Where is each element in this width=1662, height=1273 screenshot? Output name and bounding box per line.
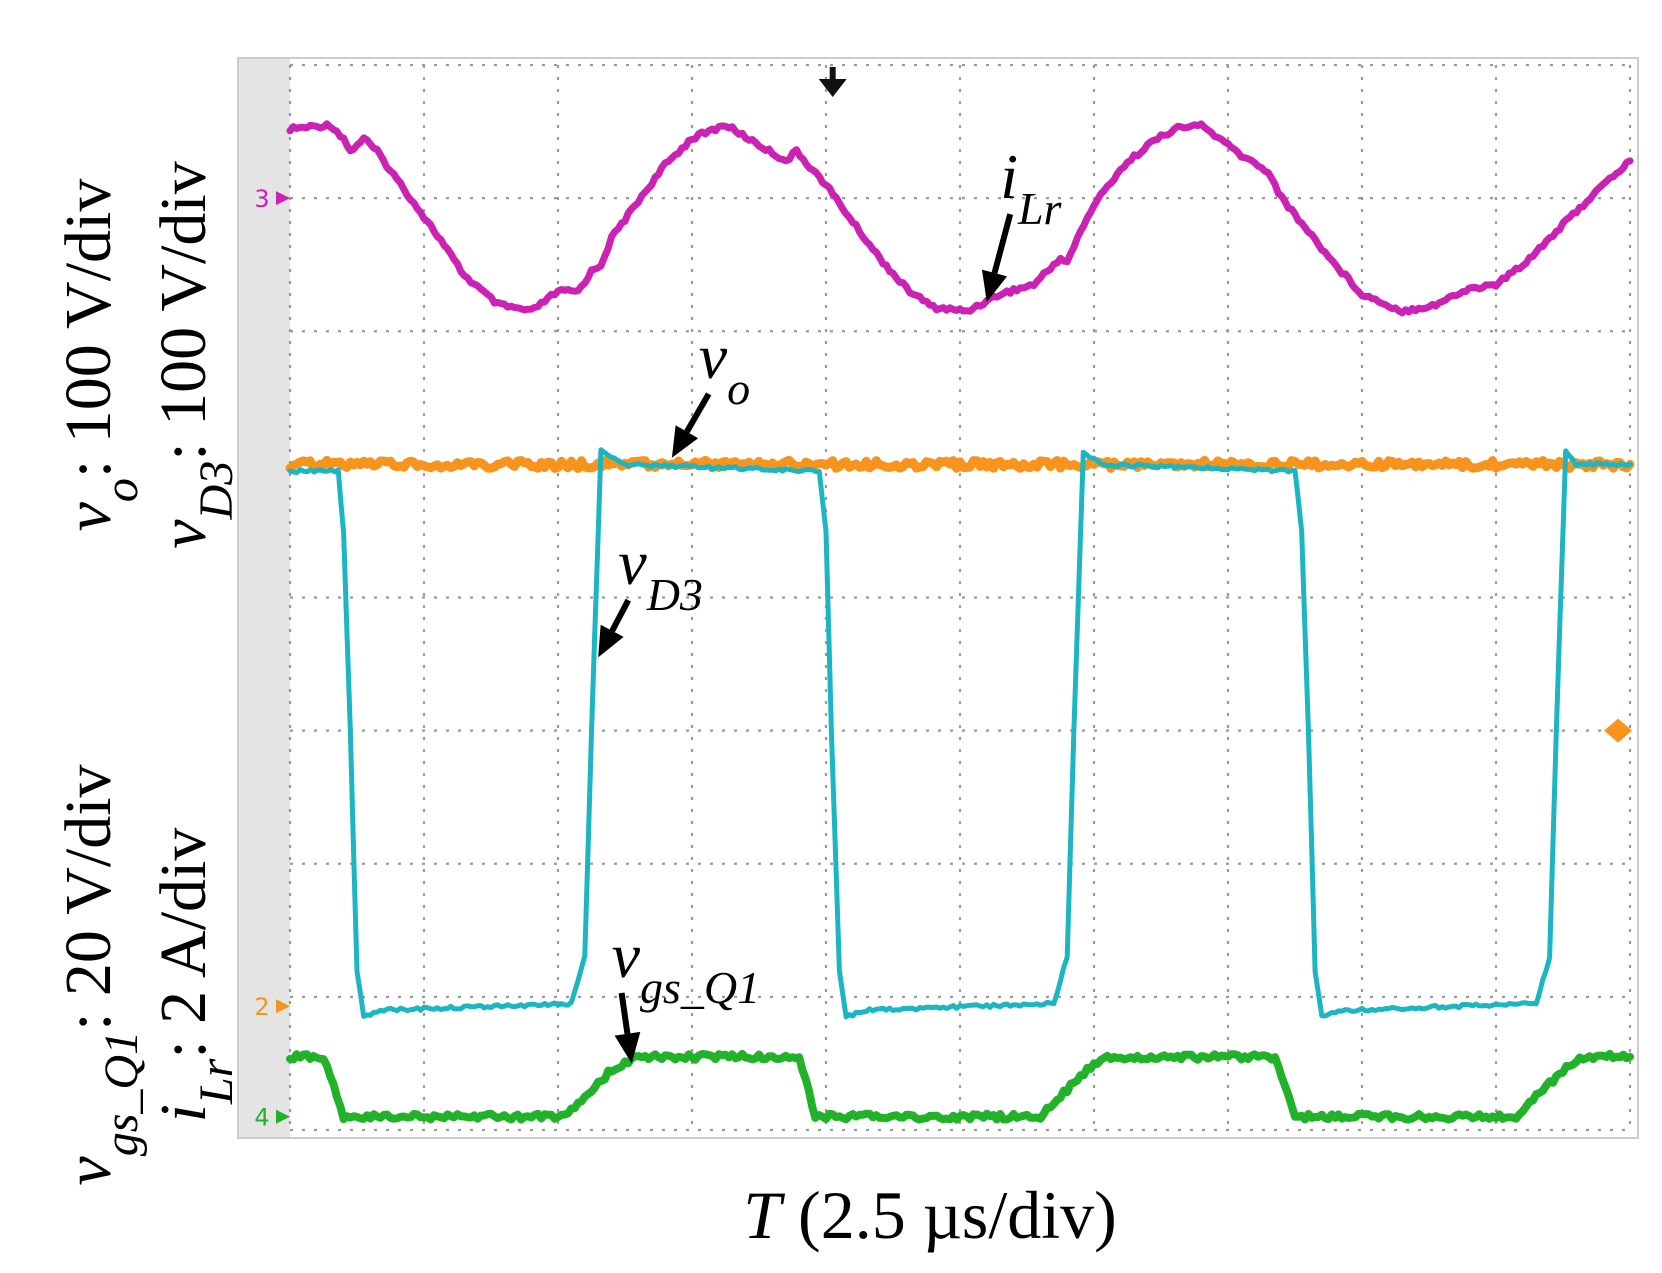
- annotation-label: vo: [699, 321, 750, 414]
- x-axis-label: T (2.5 µs/div): [743, 1177, 1117, 1253]
- waveform-traces: [285, 120, 1635, 1124]
- annotation-arrowhead: [598, 624, 624, 658]
- channel-marker-label: 4: [254, 1104, 269, 1132]
- channel-marker-label: 2: [254, 993, 269, 1021]
- reference-marker-icon: [1604, 718, 1632, 743]
- annotation-arrowhead: [671, 425, 699, 458]
- x-axis-title: T (2.5 µs/div): [743, 1177, 1117, 1253]
- annotation-label: iLr: [1000, 141, 1062, 234]
- annotation-label: vgs_Q1: [612, 920, 761, 1013]
- trace-ilr: [286, 120, 1634, 317]
- screen-left-bezel: [238, 58, 290, 1138]
- channel-marker-arrow: [276, 191, 290, 206]
- y-axis-label: iLr: 2 A/div: [147, 828, 243, 1123]
- trace-annotations: iLr vo vD3 vgs_Q1: [598, 141, 1063, 1064]
- screen-frame: [237, 57, 1639, 1139]
- annotation-arrow-line: [618, 992, 631, 1035]
- y-axis-label: vgs_Q1: 20 V/div: [52, 764, 148, 1185]
- y-axis-label: vo: 100 V/div: [52, 179, 148, 532]
- trace-vd3: [287, 447, 1633, 1020]
- annotation-arrowhead: [981, 269, 1008, 302]
- trigger-marker-icon: [818, 79, 847, 97]
- channel-marker-label: 3: [254, 185, 269, 213]
- trace-vgs-q1: [286, 1049, 1634, 1124]
- channel-marker-arrow: [276, 999, 290, 1014]
- y-axis-label: vD3: 100 V/div: [147, 161, 243, 548]
- annotation-arrowhead: [614, 1031, 641, 1064]
- channel-marker-arrow: [276, 1109, 290, 1124]
- annotation-arrow-line: [684, 392, 712, 434]
- trigger-marker-stem: [829, 67, 836, 81]
- annotation-arrow-line: [609, 598, 631, 633]
- channel-markers: 3 2 4: [254, 67, 1632, 1132]
- annotation-arrow-line: [991, 213, 1014, 274]
- annotation-label: vD3: [618, 527, 703, 620]
- trace-vo: [285, 455, 1635, 473]
